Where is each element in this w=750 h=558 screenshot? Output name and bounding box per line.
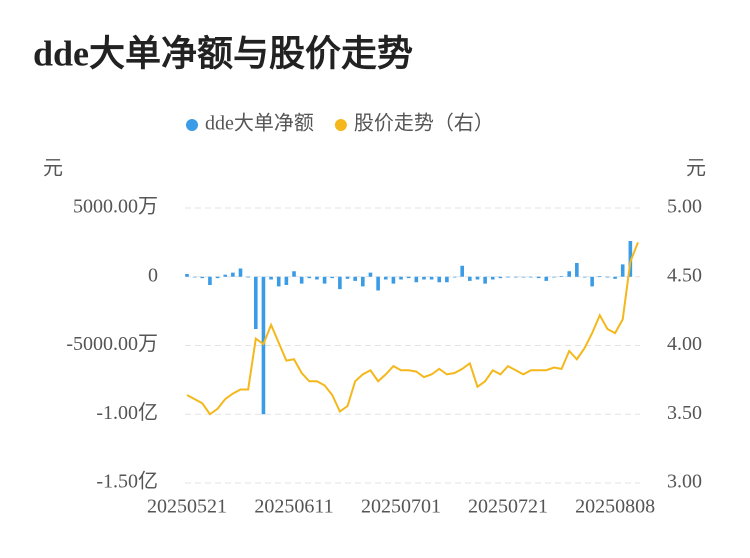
bar — [460, 265, 464, 277]
bar — [399, 276, 403, 280]
bar — [406, 276, 411, 279]
bar — [391, 276, 396, 284]
bar — [597, 276, 602, 277]
bar — [521, 276, 526, 278]
chart-title: dde大单净额与股价走势 — [33, 33, 413, 73]
bar — [468, 276, 472, 281]
bar — [536, 276, 541, 279]
bar — [529, 276, 533, 278]
bar — [376, 276, 380, 291]
bar — [506, 276, 510, 278]
bar — [276, 276, 281, 287]
bar — [483, 276, 487, 284]
bar — [368, 272, 373, 277]
bar — [330, 276, 335, 279]
bar — [544, 276, 549, 281]
bar — [307, 276, 312, 279]
bar — [322, 276, 327, 284]
x-tick-label: 20250808 — [575, 496, 655, 518]
x-tick-label: 20250701 — [361, 496, 441, 518]
bar — [215, 276, 220, 279]
x-tick-label: 20250521 — [147, 496, 227, 518]
legend-label: 股价走势（右） — [354, 112, 494, 135]
bar — [231, 272, 235, 277]
bar — [429, 276, 434, 280]
bar — [422, 276, 426, 280]
y2-tick-label: 3.50 — [667, 402, 702, 424]
bar — [613, 276, 617, 279]
y-tick-label: 0 — [148, 264, 158, 286]
bar — [582, 276, 587, 278]
bar — [490, 276, 495, 280]
legend-label: dde大单净额 — [205, 112, 314, 135]
bar — [437, 276, 442, 283]
bar — [200, 276, 205, 279]
legend-marker — [186, 119, 198, 131]
bar — [253, 276, 258, 329]
bar — [620, 264, 625, 277]
bar — [552, 276, 556, 278]
bar — [575, 263, 579, 277]
bar — [261, 276, 266, 415]
bar — [345, 276, 350, 279]
legend-marker — [334, 119, 347, 131]
y2-tick-label: 5.00 — [667, 196, 702, 218]
bar — [208, 276, 212, 285]
bar — [383, 276, 388, 280]
y-axis-label: 元 — [43, 158, 63, 180]
bar — [223, 274, 228, 277]
bar — [284, 276, 289, 285]
bar — [445, 276, 449, 283]
bar — [414, 276, 419, 283]
bar — [353, 276, 357, 281]
y2-tick-label: 4.50 — [667, 264, 702, 286]
y2-tick-label: 3.00 — [667, 471, 702, 493]
bar — [628, 241, 633, 277]
y-tick-label: -1.00亿 — [96, 401, 158, 424]
price-line — [186, 242, 639, 416]
bar — [338, 276, 342, 290]
bar — [559, 276, 564, 277]
bar — [269, 276, 273, 280]
bar — [567, 271, 572, 277]
y-tick-label: 5000.00万 — [73, 196, 158, 218]
y2-axis-label: 元 — [686, 158, 706, 180]
x-tick-label: 20250721 — [468, 496, 548, 518]
bar — [452, 276, 457, 278]
bar — [361, 276, 365, 287]
bar — [590, 276, 594, 287]
bar — [315, 276, 319, 280]
bar — [246, 276, 250, 278]
bar — [185, 274, 189, 277]
bar — [292, 271, 296, 277]
bar — [238, 268, 243, 277]
bar — [299, 276, 304, 284]
y-tick-label: -1.50亿 — [96, 470, 158, 493]
x-tick-label: 20250611 — [254, 496, 333, 518]
y2-tick-label: 4.00 — [667, 333, 702, 355]
y-tick-label: -5000.00万 — [66, 333, 158, 355]
bar — [513, 276, 518, 278]
bar — [475, 276, 480, 280]
bar — [192, 276, 197, 278]
bar — [605, 276, 610, 278]
bar — [498, 276, 503, 279]
